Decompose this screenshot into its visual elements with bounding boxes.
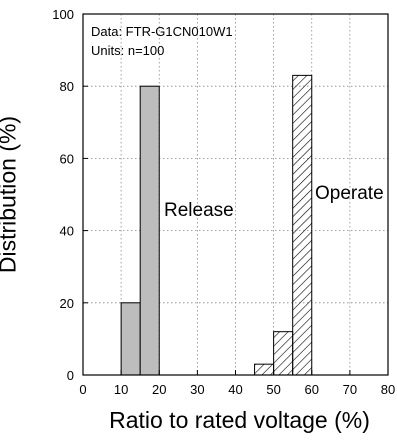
y-tick-label: 60 (60, 151, 74, 166)
release-bar (139, 85, 160, 376)
data-source-note: Data: FTR-G1CN010W1 (91, 24, 233, 39)
y-tick-label: 100 (52, 7, 74, 22)
y-tick-label: 0 (67, 368, 74, 383)
x-tick-label: 60 (305, 382, 319, 397)
x-axis-label: Ratio to rated voltage (%) (109, 407, 370, 433)
x-tick-label: 10 (114, 382, 128, 397)
y-tick-label: 40 (60, 224, 74, 239)
x-tick-label: 20 (152, 382, 166, 397)
operate-bar (273, 331, 294, 376)
operate-bar (254, 363, 275, 376)
x-tick-label: 30 (190, 382, 204, 397)
x-tick-label: 40 (228, 382, 242, 397)
release-label: Release (164, 200, 234, 221)
y-axis-label: Distribution (%) (0, 115, 21, 274)
release-bar (120, 302, 141, 376)
y-tick-label: 20 (60, 296, 74, 311)
x-tick-label: 50 (266, 382, 280, 397)
x-tick-label: 70 (343, 382, 357, 397)
x-tick-label: 80 (381, 382, 395, 397)
y-tick-label: 80 (60, 79, 74, 94)
operate-bar (292, 74, 313, 376)
plot-frame (82, 13, 389, 376)
operate-label: Operate (315, 183, 384, 204)
sample-size-note: Units: n=100 (91, 43, 165, 58)
x-tick-label: 0 (79, 382, 86, 397)
